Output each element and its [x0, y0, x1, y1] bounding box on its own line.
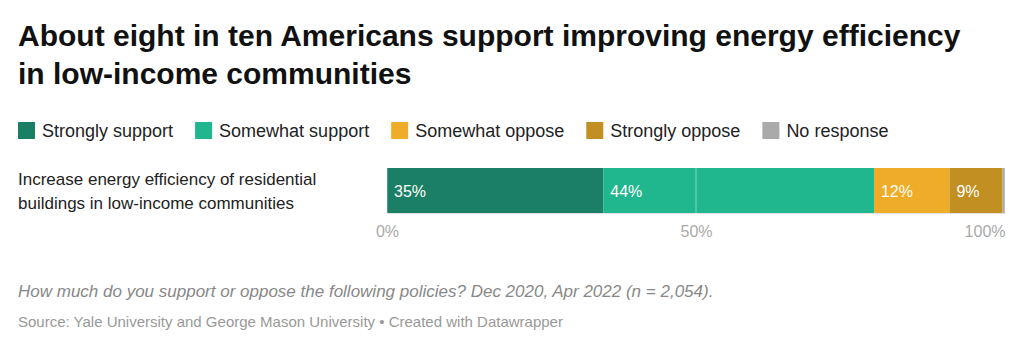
- legend-item: No response: [762, 121, 888, 141]
- legend-label: No response: [786, 121, 888, 141]
- legend-swatch: [586, 122, 603, 139]
- legend-item: Strongly oppose: [586, 121, 740, 141]
- text-line: About eight in ten Americans support imp…: [18, 19, 961, 52]
- data-labels: 35% 44% 12% 9%: [394, 183, 980, 200]
- tick: 0%: [376, 213, 399, 240]
- chart-container: About eight in ten Americans support imp…: [0, 0, 1024, 348]
- bar-segment: [603, 168, 874, 213]
- legend-swatch: [391, 122, 408, 139]
- tick-label: 50%: [680, 223, 712, 240]
- grid: [387, 168, 1005, 213]
- tick: 50%: [680, 213, 712, 240]
- legend-label: Somewhat support: [219, 121, 369, 141]
- chart-svg: About eight in ten Americans support imp…: [0, 0, 1024, 348]
- legend-swatch: [18, 122, 35, 139]
- text-line: Increase energy efficiency of residentia…: [18, 170, 316, 189]
- data-label: 9%: [956, 183, 979, 200]
- legend: Strongly support Somewhat support Somewhat…: [18, 121, 888, 141]
- data-label: 44%: [610, 183, 642, 200]
- axis-line: [388, 213, 1006, 214]
- legend-item: Somewhat oppose: [391, 121, 564, 141]
- bar-segment: [874, 168, 949, 213]
- legend-item: Strongly support: [18, 121, 173, 141]
- bar-segment: [1003, 168, 1005, 213]
- data-label: 12%: [881, 183, 913, 200]
- source: Source: Yale University and George Mason…: [18, 313, 563, 330]
- x-axis: 0% 50% 100%: [376, 213, 1006, 240]
- bar-segment: [949, 168, 1002, 213]
- legend-label: Somewhat oppose: [415, 121, 564, 141]
- legend-item: Somewhat support: [195, 121, 369, 141]
- text-line: in low-income communities: [18, 57, 411, 90]
- tick: 100%: [965, 213, 1006, 240]
- legend-label: Strongly support: [42, 121, 173, 141]
- legend-label: Strongly oppose: [610, 121, 740, 141]
- grid-line: [387, 168, 388, 213]
- legend-swatch: [195, 122, 212, 139]
- category-label: Increase energy efficiency of residentia…: [18, 170, 316, 213]
- grid-line: [1005, 168, 1006, 213]
- note: How much do you support or oppose the fo…: [18, 282, 713, 301]
- bar-segment: [387, 168, 603, 213]
- bars: [387, 168, 1005, 213]
- text-line: buildings in low-income communities: [18, 194, 294, 213]
- tick-label: 0%: [376, 223, 399, 240]
- data-label: 35%: [394, 183, 426, 200]
- grid-line: [696, 168, 697, 213]
- chart-title: About eight in ten Americans support imp…: [18, 19, 961, 90]
- tick-label: 100%: [965, 223, 1006, 240]
- legend-swatch: [762, 122, 779, 139]
